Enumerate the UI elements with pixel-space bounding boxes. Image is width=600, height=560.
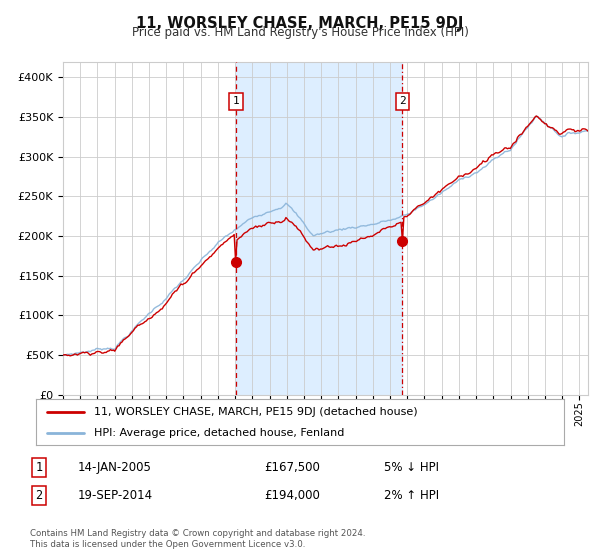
Text: 2: 2 <box>35 489 43 502</box>
Text: 2% ↑ HPI: 2% ↑ HPI <box>384 489 439 502</box>
Bar <box>236 62 403 395</box>
Text: HPI: Average price, detached house, Fenland: HPI: Average price, detached house, Fenl… <box>94 428 344 438</box>
Text: 2: 2 <box>399 96 406 106</box>
Text: 11, WORSLEY CHASE, MARCH, PE15 9DJ: 11, WORSLEY CHASE, MARCH, PE15 9DJ <box>136 16 464 31</box>
Text: 1: 1 <box>232 96 239 106</box>
Text: £194,000: £194,000 <box>264 489 320 502</box>
Text: 14-JAN-2005: 14-JAN-2005 <box>78 461 152 474</box>
Text: Contains HM Land Registry data © Crown copyright and database right 2024.
This d: Contains HM Land Registry data © Crown c… <box>30 529 365 549</box>
Text: 11, WORSLEY CHASE, MARCH, PE15 9DJ (detached house): 11, WORSLEY CHASE, MARCH, PE15 9DJ (deta… <box>94 407 418 417</box>
Text: 5% ↓ HPI: 5% ↓ HPI <box>384 461 439 474</box>
Text: £167,500: £167,500 <box>264 461 320 474</box>
Text: 19-SEP-2014: 19-SEP-2014 <box>78 489 153 502</box>
Text: 1: 1 <box>35 461 43 474</box>
Text: Price paid vs. HM Land Registry's House Price Index (HPI): Price paid vs. HM Land Registry's House … <box>131 26 469 39</box>
